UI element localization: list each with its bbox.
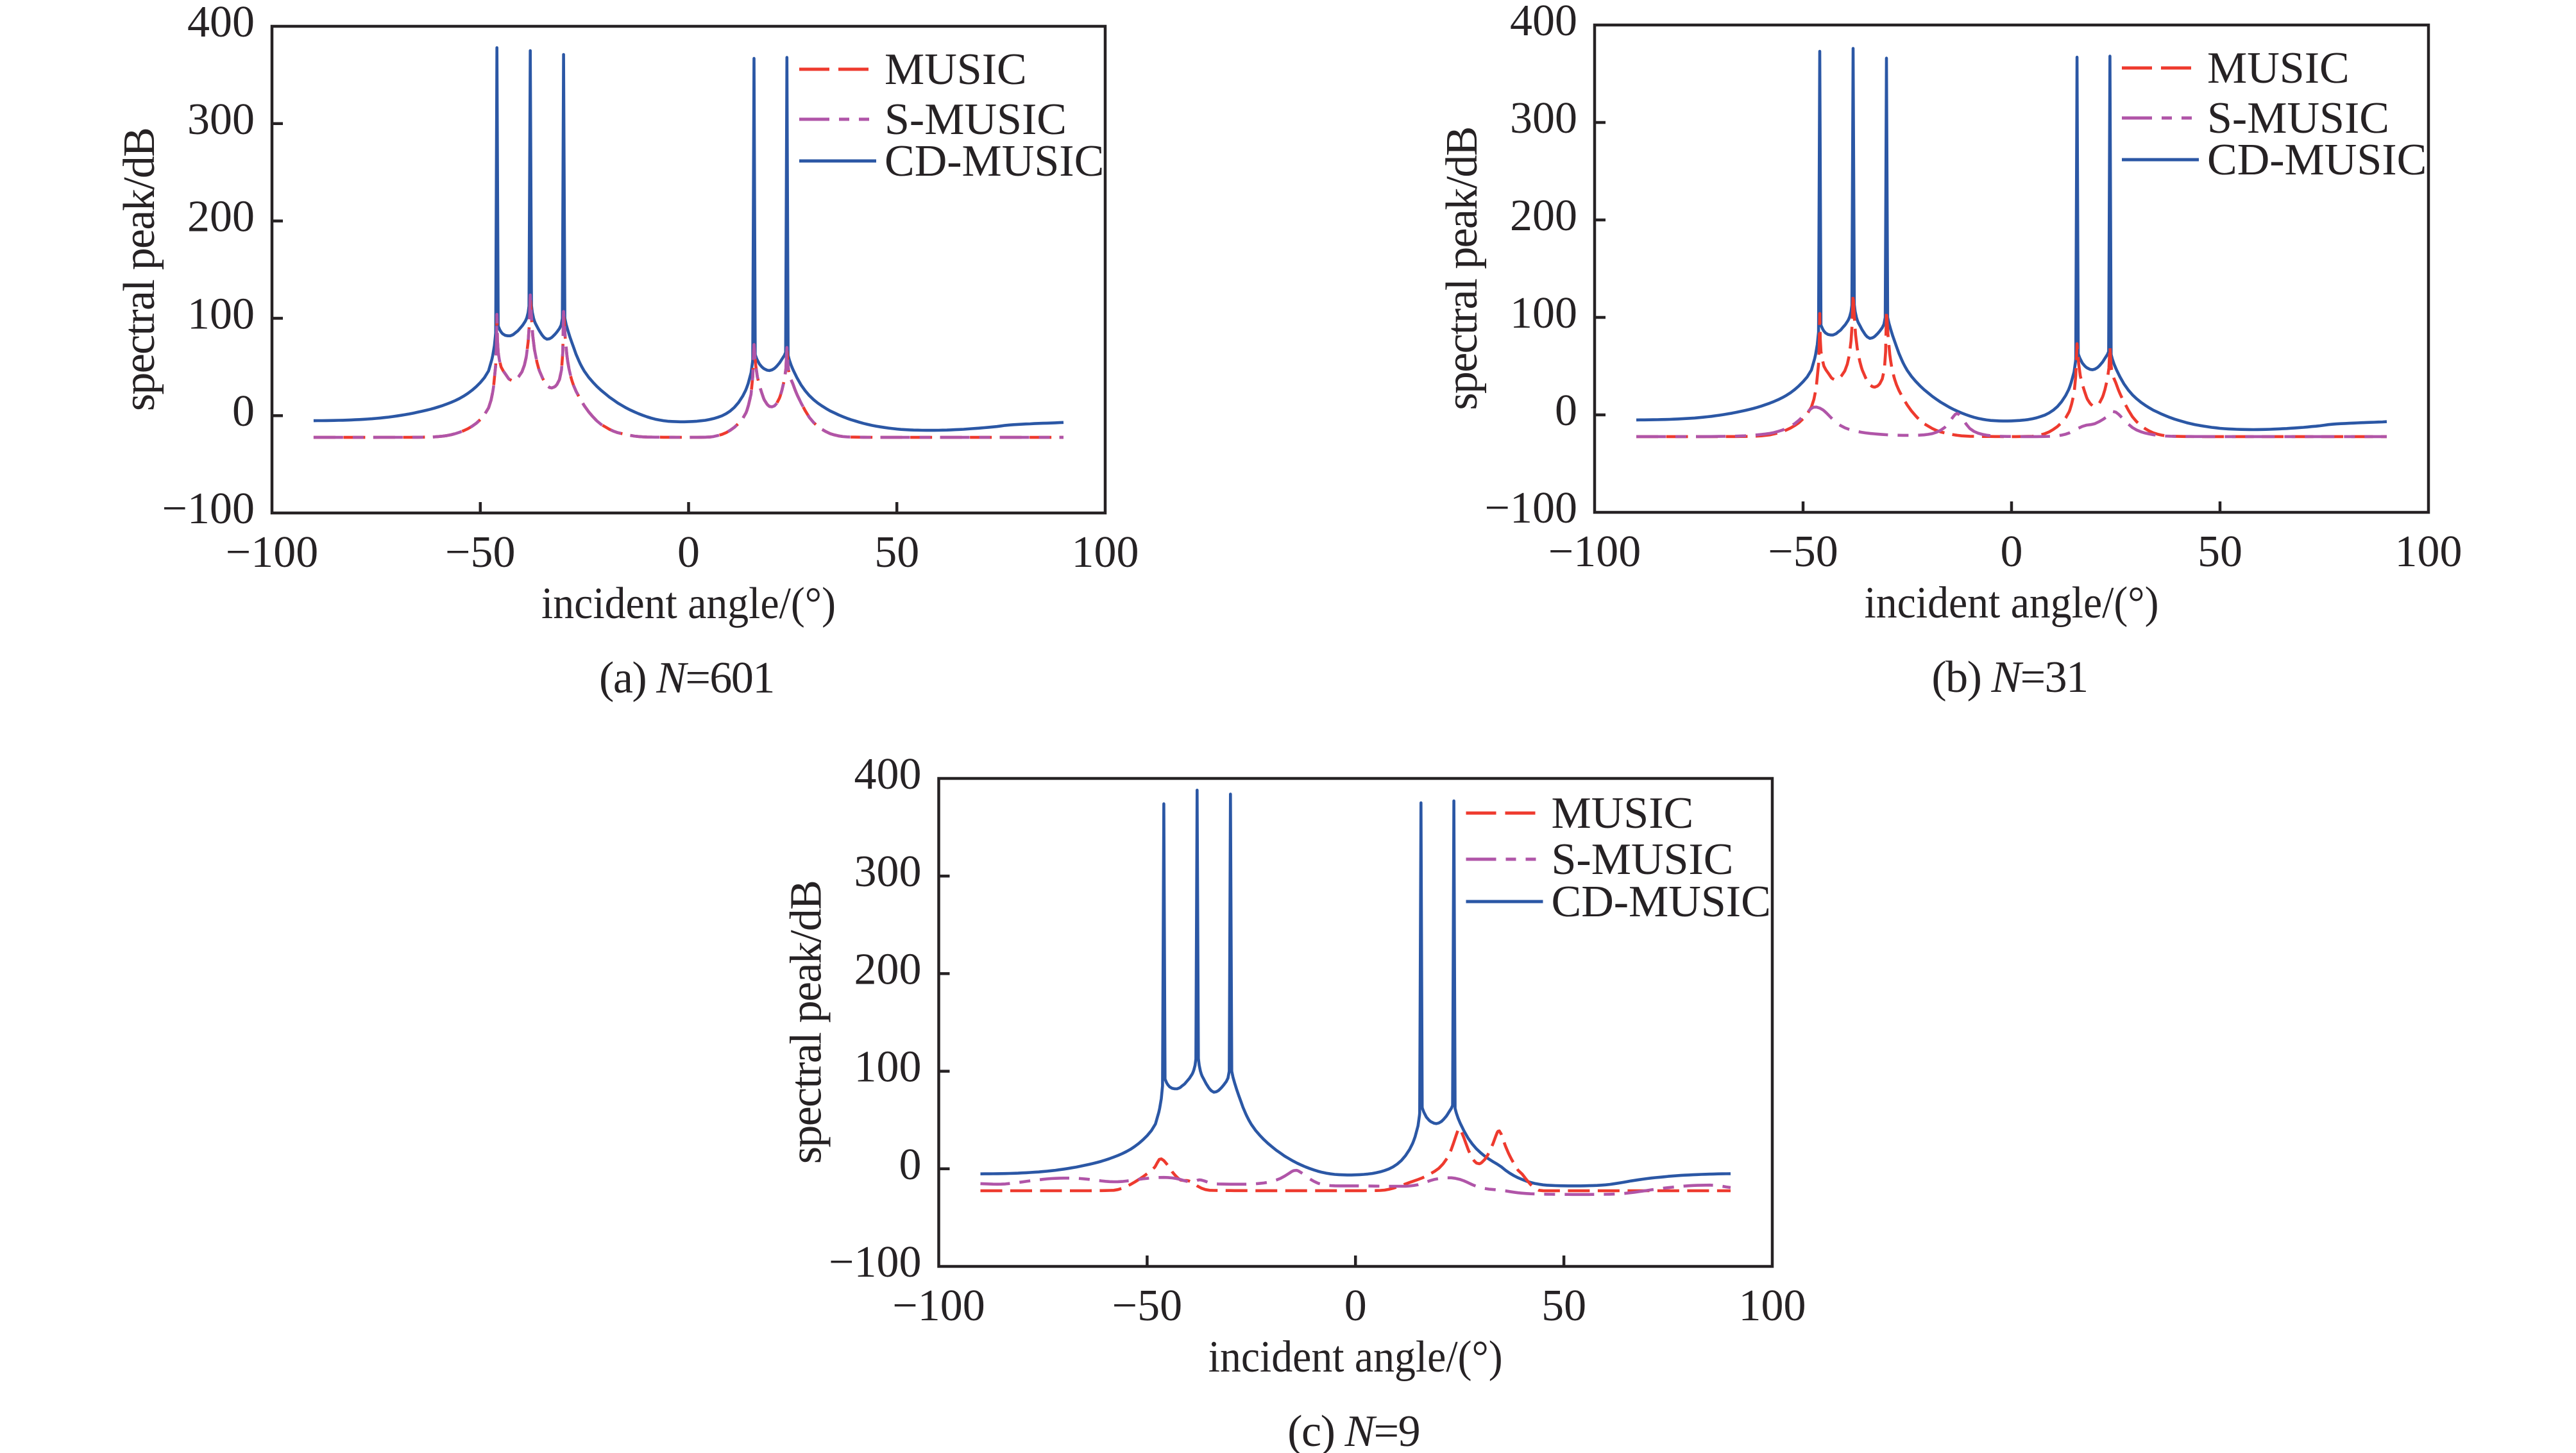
svg-text:MUSIC: MUSIC	[2207, 44, 2350, 93]
svg-text:100: 100	[187, 289, 255, 339]
svg-text:50: 50	[1541, 1281, 1586, 1331]
svg-text:−50: −50	[445, 528, 515, 577]
svg-text:incident angle/(°): incident angle/(°)	[541, 579, 836, 628]
svg-text:spectral peak/dB: spectral peak/dB	[1437, 127, 1487, 410]
svg-text:400: 400	[854, 750, 922, 799]
svg-text:CD-MUSIC: CD-MUSIC	[885, 137, 1104, 186]
svg-text:0: 0	[232, 387, 255, 436]
svg-text:400: 400	[1510, 0, 1577, 46]
svg-text:S-MUSIC: S-MUSIC	[885, 95, 1067, 144]
svg-text:−100: −100	[892, 1281, 985, 1331]
svg-text:MUSIC: MUSIC	[1552, 789, 1694, 838]
svg-text:−100: −100	[162, 484, 255, 533]
svg-text:300: 300	[187, 95, 255, 144]
svg-text:100: 100	[1072, 528, 1139, 577]
svg-text:200: 200	[854, 945, 922, 994]
svg-text:100: 100	[854, 1043, 922, 1092]
svg-text:400: 400	[187, 0, 255, 47]
svg-text:200: 200	[1510, 191, 1577, 240]
svg-text:(b) N=31: (b) N=31	[1931, 653, 2087, 702]
svg-text:−100: −100	[226, 528, 318, 577]
svg-text:0: 0	[1344, 1281, 1367, 1331]
svg-text:50: 50	[2198, 527, 2242, 576]
svg-text:spectral peak/dB: spectral peak/dB	[782, 881, 831, 1164]
svg-text:−100: −100	[829, 1238, 921, 1287]
svg-text:S-MUSIC: S-MUSIC	[1552, 835, 1734, 884]
svg-text:(a) N=601: (a) N=601	[599, 653, 774, 703]
svg-text:S-MUSIC: S-MUSIC	[2207, 94, 2389, 143]
svg-text:CD-MUSIC: CD-MUSIC	[2207, 135, 2427, 185]
svg-text:−100: −100	[1548, 527, 1641, 576]
svg-text:0: 0	[2001, 527, 2023, 576]
svg-text:−50: −50	[1112, 1281, 1182, 1331]
svg-text:incident angle/(°): incident angle/(°)	[1865, 578, 2159, 628]
svg-text:CD-MUSIC: CD-MUSIC	[1552, 877, 1771, 927]
svg-text:50: 50	[874, 528, 919, 577]
svg-text:100: 100	[1739, 1281, 1806, 1331]
svg-text:0: 0	[677, 528, 700, 577]
svg-text:100: 100	[1510, 289, 1577, 338]
svg-text:0: 0	[1555, 386, 1577, 435]
svg-text:spectral peak/dB: spectral peak/dB	[115, 128, 164, 411]
svg-text:−50: −50	[1768, 527, 1838, 576]
svg-text:200: 200	[187, 192, 255, 242]
svg-text:0: 0	[899, 1140, 922, 1189]
svg-text:MUSIC: MUSIC	[885, 45, 1027, 94]
svg-text:incident angle/(°): incident angle/(°)	[1208, 1332, 1503, 1382]
svg-text:100: 100	[2395, 527, 2462, 576]
svg-text:−100: −100	[1485, 483, 1577, 533]
svg-text:300: 300	[854, 847, 922, 896]
svg-text:300: 300	[1510, 94, 1577, 143]
svg-text:(c) N=9: (c) N=9	[1287, 1407, 1419, 1453]
